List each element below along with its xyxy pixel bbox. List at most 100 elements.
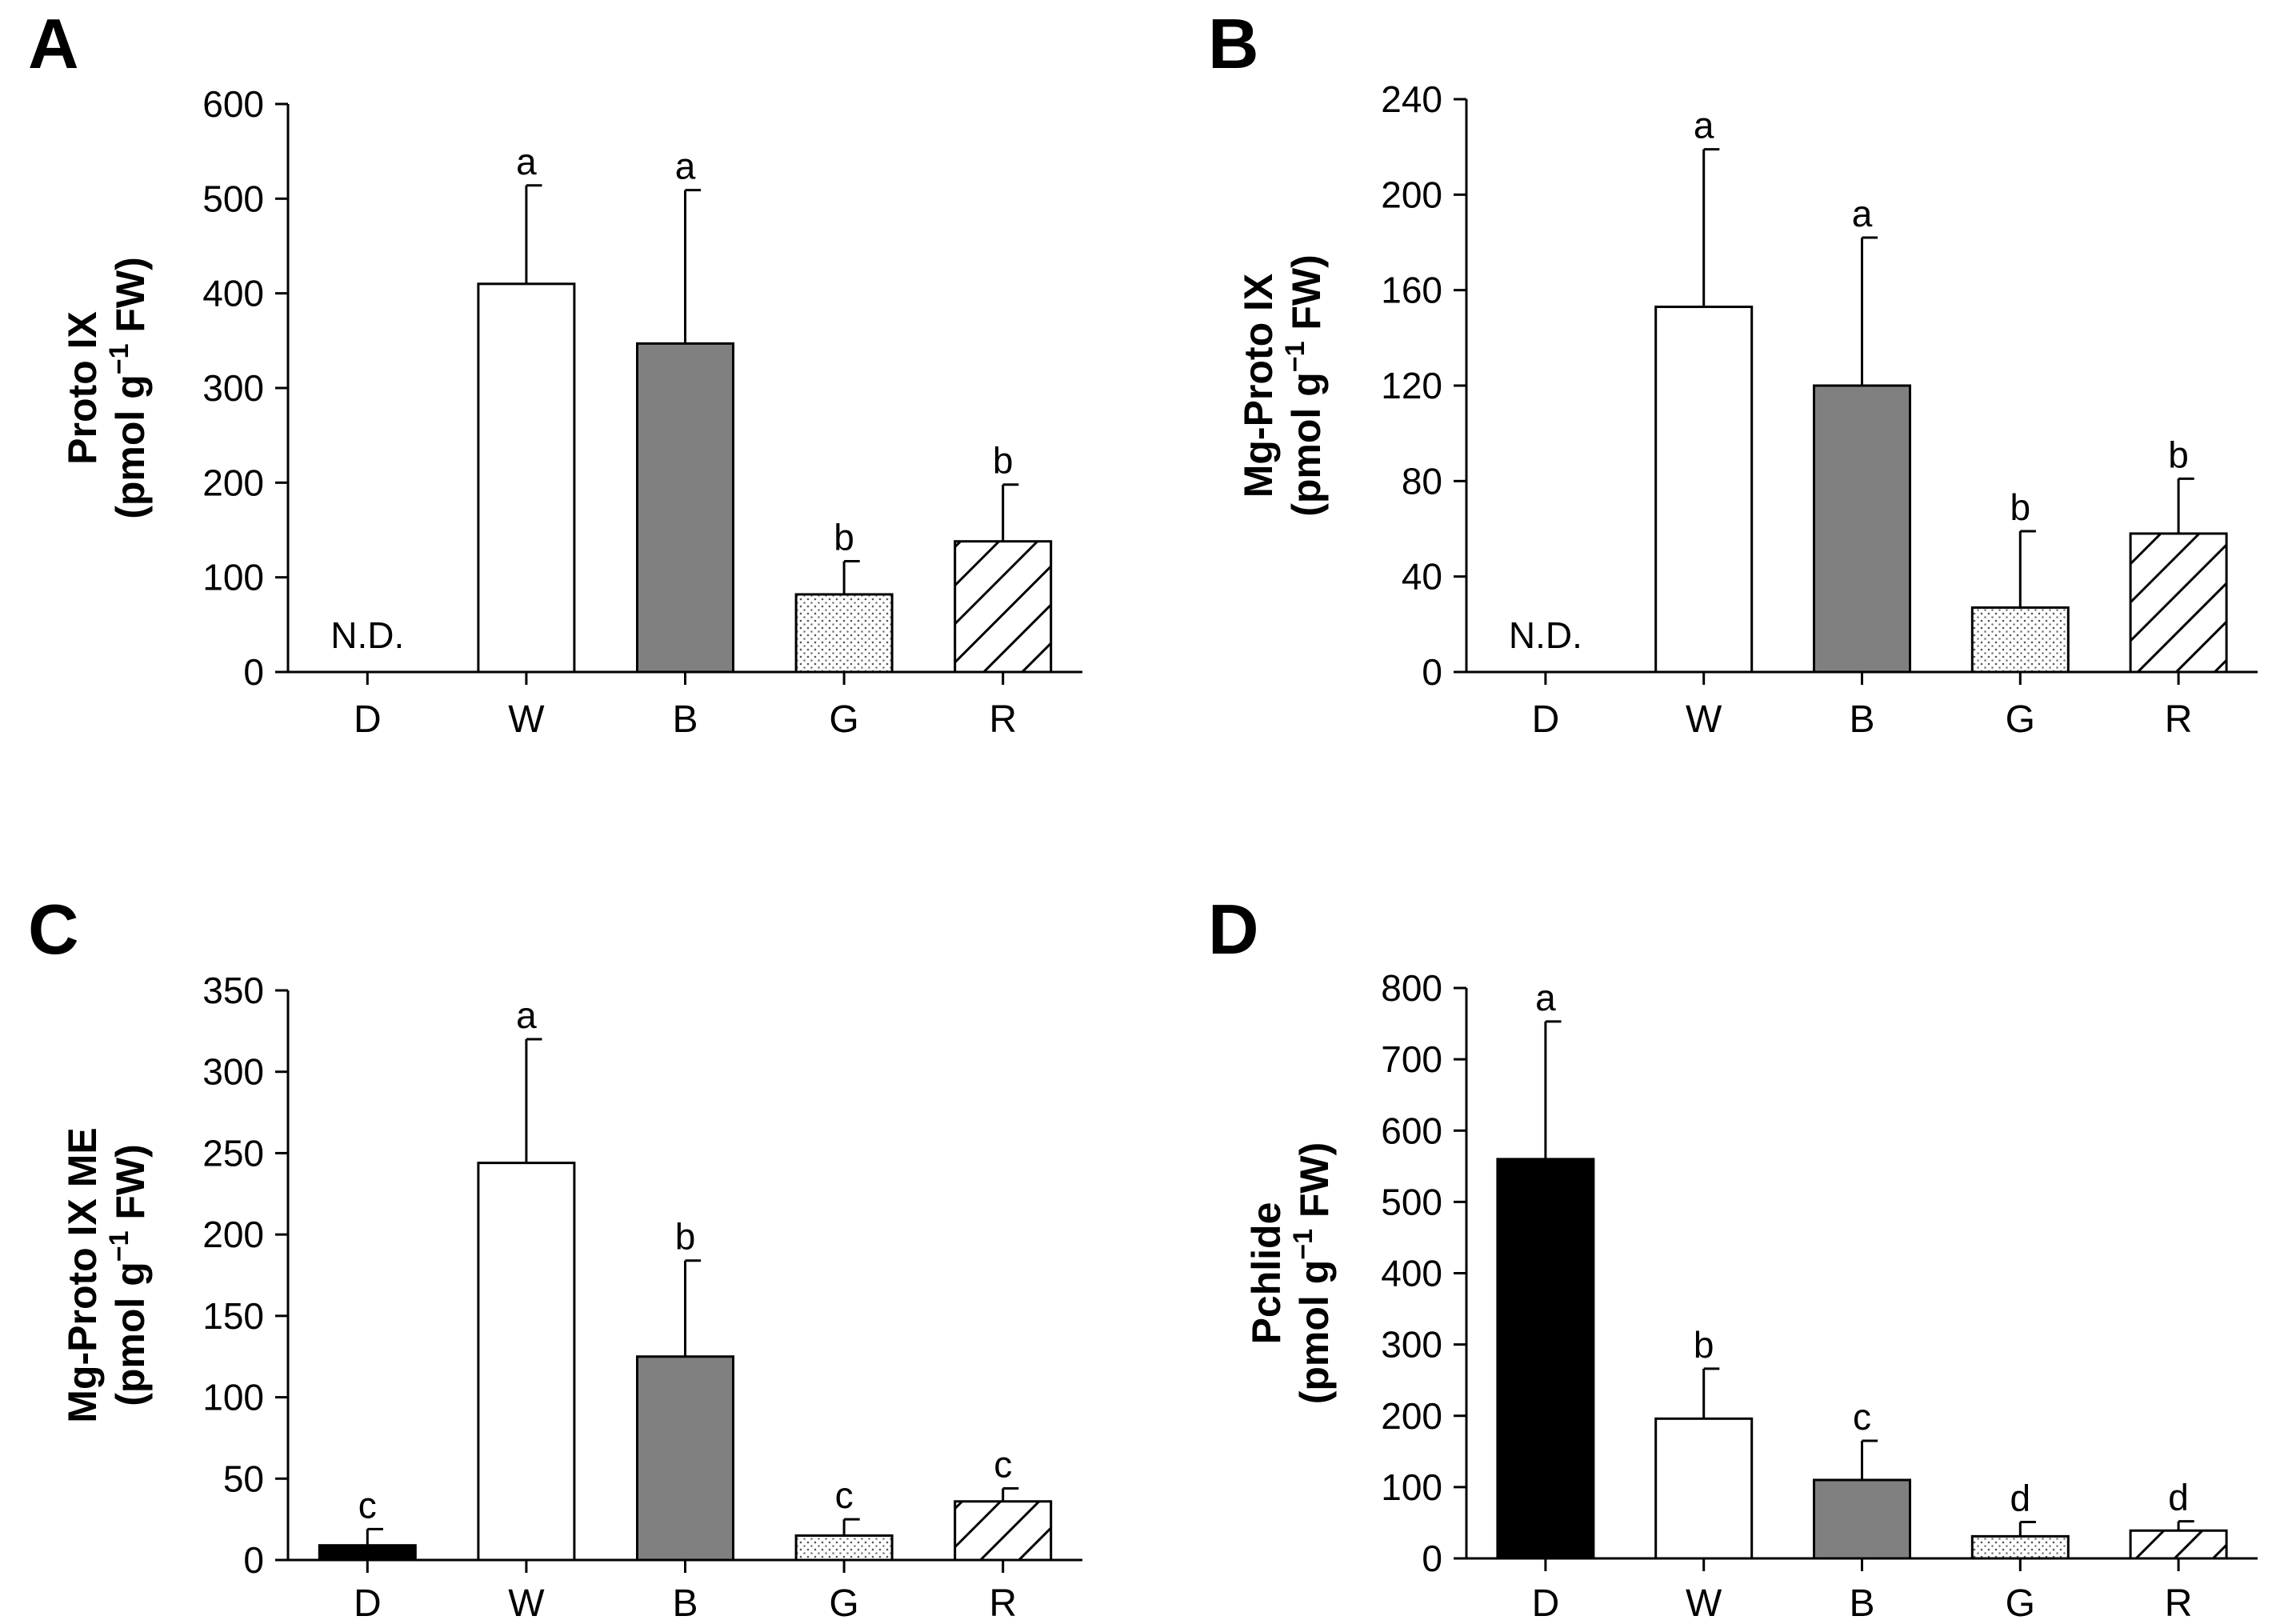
x-tick-label: B — [1849, 698, 1874, 741]
not-detected-label: N.D. — [1509, 614, 1582, 656]
x-tick-label: G — [829, 1582, 858, 1624]
bar-g — [794, 593, 894, 674]
y-tick-label: 200 — [1381, 1395, 1442, 1437]
x-tick-label: R — [989, 1582, 1017, 1624]
x-tick-label: W — [508, 1582, 545, 1624]
y-axis-label-line1: Pchlide — [1244, 1202, 1289, 1345]
y-tick-label: 400 — [1381, 1253, 1442, 1294]
x-tick-label: D — [354, 698, 382, 741]
y-tick-label: 200 — [202, 462, 264, 503]
significance-letter: b — [1694, 1324, 1714, 1366]
panel-letter: C — [28, 890, 79, 969]
y-tick-label: 700 — [1381, 1038, 1442, 1080]
y-tick-label: 150 — [202, 1295, 264, 1337]
x-tick-label: R — [989, 698, 1017, 741]
y-tick-label: 500 — [202, 178, 264, 219]
y-tick-label: 80 — [1402, 460, 1442, 502]
x-tick-label: D — [354, 1582, 382, 1624]
bar-d — [318, 1544, 417, 1562]
y-tick-label: 600 — [1381, 1110, 1442, 1151]
significance-letter: a — [516, 141, 537, 182]
not-detected-label: N.D. — [330, 614, 404, 656]
bar-w — [477, 282, 576, 674]
bar-w — [477, 1162, 576, 1562]
y-axis-label-superscript: −1 — [104, 343, 134, 374]
bar-r — [2129, 532, 2228, 674]
y-axis-label-line1: Proto IX — [60, 311, 105, 465]
y-tick-label: 300 — [202, 1051, 264, 1093]
y-axis-label-units: FW) — [108, 257, 153, 343]
significance-letter: c — [994, 1443, 1012, 1485]
x-tick-label: W — [1686, 1582, 1722, 1624]
y-tick-label: 500 — [1381, 1181, 1442, 1222]
bar-g — [1970, 606, 2070, 674]
significance-letter: b — [993, 440, 1014, 482]
bar-d — [1496, 1158, 1595, 1560]
bar-w — [1654, 1417, 1754, 1560]
panel-c: C Mg-Proto IX ME(pmol g−1 FW) 0 50 100 150 200… — [28, 890, 1082, 1624]
y-axis-label-line2: (pmol g — [108, 1262, 153, 1406]
significance-letter: a — [1694, 105, 1714, 146]
panel-letter: A — [28, 4, 79, 83]
y-tick-label: 50 — [223, 1458, 264, 1499]
bar-r — [954, 1500, 1053, 1562]
x-tick-label: G — [2006, 1582, 2035, 1624]
significance-letter: b — [2168, 434, 2189, 475]
panel-letter: D — [1208, 890, 1259, 969]
y-axis-label-units: FW) — [1284, 254, 1329, 341]
y-tick-label: 0 — [1422, 1538, 1442, 1579]
bar-r — [954, 540, 1053, 674]
y-axis-label-line2: (pmol g — [1284, 372, 1329, 517]
bar-b — [636, 342, 734, 674]
x-tick-label: G — [829, 698, 858, 741]
significance-letter: a — [675, 146, 696, 187]
bar-b — [636, 1355, 734, 1562]
y-axis-label: Mg-Proto IX ME(pmol g−1 FW) — [60, 1127, 153, 1422]
y-tick-label: 300 — [1381, 1324, 1442, 1366]
significance-letter: a — [516, 994, 537, 1036]
y-tick-label: 600 — [202, 83, 264, 125]
panel-letter: B — [1208, 4, 1259, 83]
y-axis-label-superscript: −1 — [1280, 341, 1310, 372]
y-axis-label: Mg-Proto IX(pmol g−1 FW) — [1236, 254, 1329, 517]
panel-a: A Proto IX(pmol g−1 FW) 0 100 200 300 400 500 60… — [28, 4, 1082, 741]
y-tick-label: 300 — [202, 367, 264, 409]
significance-letter: a — [1535, 977, 1556, 1018]
y-tick-label: 0 — [1422, 651, 1442, 693]
x-tick-label: G — [2006, 698, 2035, 741]
bar-r — [2129, 1529, 2228, 1560]
y-axis-label: Pchlide(pmol g−1 FW) — [1244, 1142, 1337, 1405]
y-axis-label-line1: Mg-Proto IX — [1236, 274, 1281, 498]
significance-letter: c — [835, 1474, 854, 1516]
significance-letter: b — [675, 1216, 696, 1258]
y-tick-label: 100 — [1381, 1466, 1442, 1508]
x-tick-label: W — [508, 698, 545, 741]
x-tick-label: B — [672, 1582, 698, 1624]
bar-g — [1970, 1534, 2070, 1560]
y-tick-label: 250 — [202, 1132, 264, 1174]
y-tick-label: 200 — [1381, 174, 1442, 215]
y-tick-label: 0 — [243, 651, 264, 693]
panel-b: B Mg-Proto IX(pmol g−1 FW) 0 40 80 120 160 200 2… — [1208, 4, 2258, 741]
y-tick-label: 0 — [243, 1539, 264, 1581]
x-tick-label: R — [2165, 1582, 2193, 1624]
y-tick-label: 160 — [1381, 270, 1442, 311]
y-axis-label: Proto IX(pmol g−1 FW) — [60, 257, 153, 519]
y-tick-label: 120 — [1381, 365, 1442, 406]
y-axis-label-line1: Mg-Proto IX ME — [60, 1127, 105, 1422]
y-tick-label: 40 — [1402, 556, 1442, 598]
y-tick-label: 100 — [202, 1377, 264, 1418]
significance-letter: c — [1853, 1396, 1871, 1438]
x-tick-label: B — [1849, 1582, 1874, 1624]
significance-letter: d — [2010, 1478, 2031, 1519]
y-axis-label-units: FW) — [108, 1144, 153, 1230]
y-axis-label-superscript: −1 — [1288, 1229, 1318, 1260]
bar-w — [1654, 306, 1754, 674]
significance-letter: b — [2010, 486, 2031, 528]
y-tick-label: 100 — [202, 557, 264, 598]
y-tick-label: 350 — [202, 970, 264, 1011]
x-tick-label: W — [1686, 698, 1722, 741]
bar-b — [1813, 1478, 1911, 1560]
bar-g — [794, 1534, 894, 1562]
